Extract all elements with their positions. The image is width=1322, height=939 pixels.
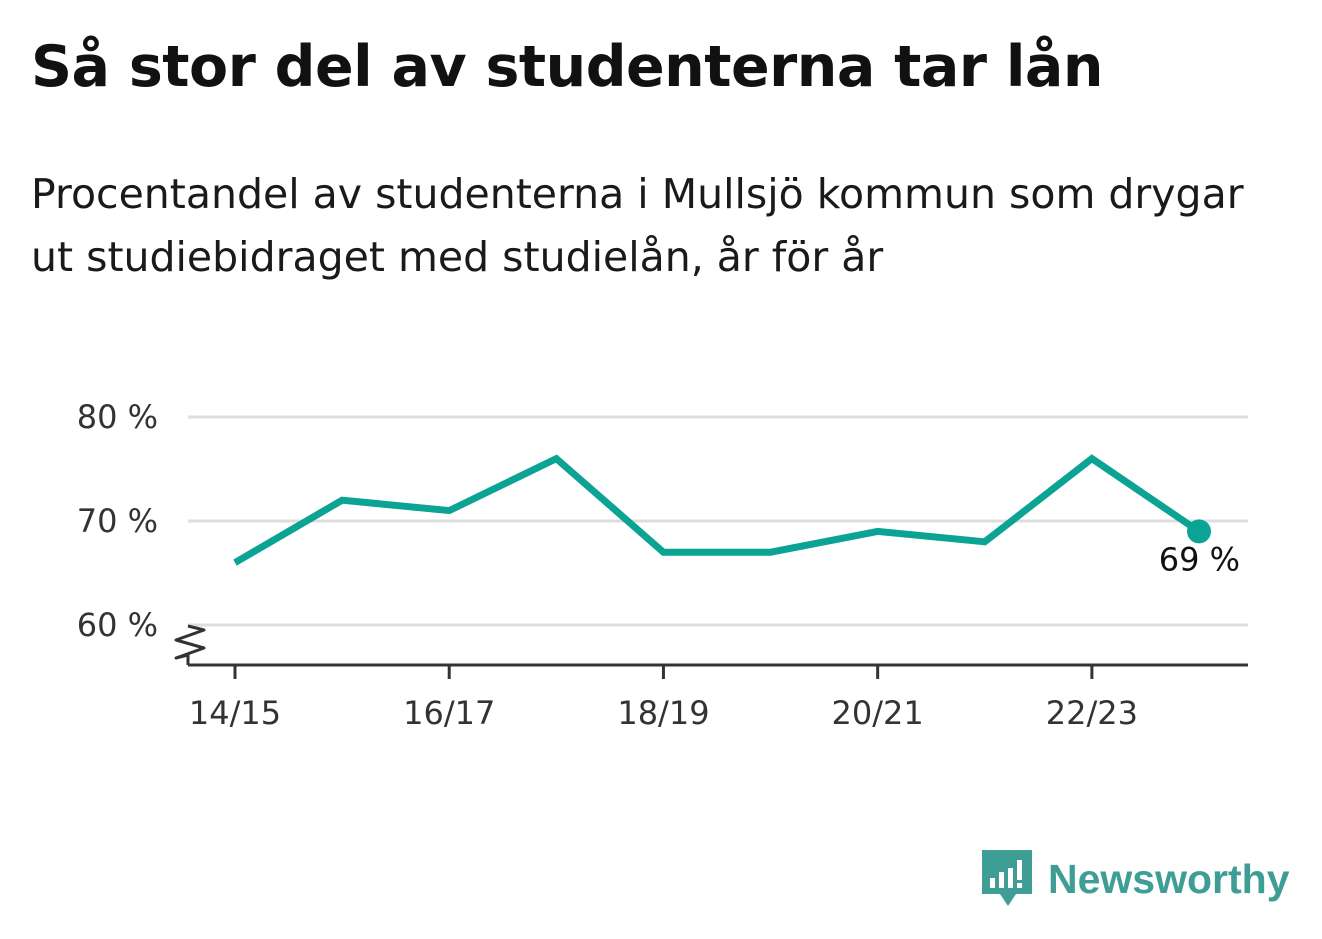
y-axis-labels: 60 % 70 % 80 % [77,398,158,644]
newsworthy-logo-icon [982,850,1032,906]
x-tick-label: 14/15 [189,694,281,732]
series-group [233,454,1211,566]
y-tick-label: 60 % [77,606,158,644]
last-value-label: 69 % [1159,540,1240,578]
chart-title: Så stor del av studenterna tar lån [31,34,1103,100]
x-tick-label: 18/19 [617,694,709,732]
y-tick-label: 80 % [77,398,158,436]
grid-lines [188,415,1248,627]
x-tick-label: 22/23 [1046,694,1138,732]
y-tick-label: 70 % [77,502,158,540]
chart-subtitle: Procentandel av studenterna i Mullsjö ko… [31,170,1244,281]
x-axis-labels: 14/15 16/17 18/19 20/21 22/23 [189,694,1138,732]
series-line [233,454,1201,566]
annotations: 69 % [1159,540,1240,578]
newsworthy-logo: Newsworthy [980,848,1290,910]
x-tick-label: 20/21 [832,694,924,732]
brand-name: Newsworthy [1048,855,1290,902]
x-axis [174,624,1248,679]
last-value-marker [1187,519,1211,544]
axis-break-mark [174,624,206,665]
x-tick-label: 16/17 [403,694,495,732]
